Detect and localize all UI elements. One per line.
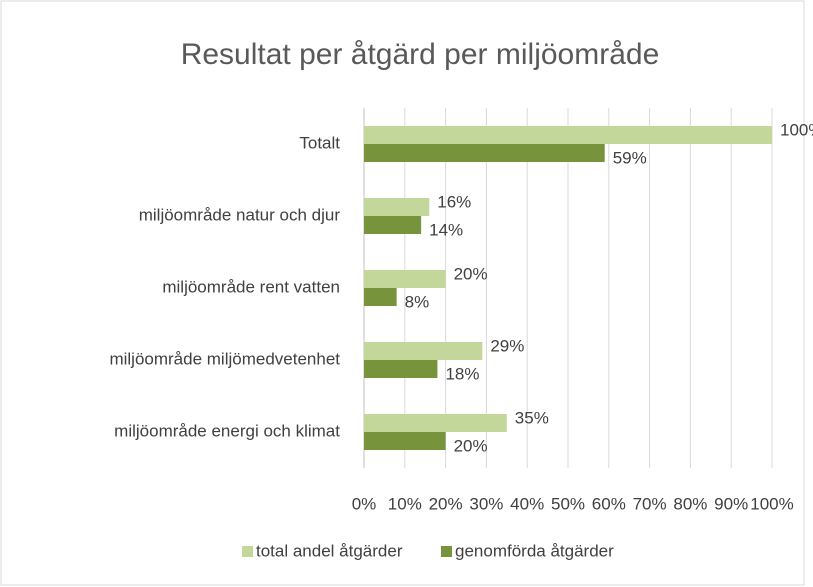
data-label: 16% <box>437 192 471 211</box>
bar <box>364 144 605 162</box>
x-tick-label: 30% <box>469 494 503 513</box>
bar <box>364 126 772 144</box>
x-tick-label: 40% <box>510 494 544 513</box>
x-tick-label: 100% <box>750 494 793 513</box>
legend-swatch <box>441 546 452 557</box>
bar <box>364 360 438 378</box>
x-tick-label: 50% <box>551 494 585 513</box>
y-tick-label: miljöområde rent vatten <box>162 277 340 296</box>
x-tick-label: 10% <box>388 494 422 513</box>
data-label: 8% <box>405 292 430 311</box>
data-label: 100% <box>780 120 813 139</box>
bar <box>364 414 507 432</box>
y-tick-label: miljöområde miljömedvetenhet <box>109 349 340 368</box>
bar <box>364 270 446 288</box>
data-label: 20% <box>454 436 488 455</box>
x-tick-label: 60% <box>592 494 626 513</box>
legend-swatch <box>242 546 253 557</box>
y-tick-label: Totalt <box>299 133 340 152</box>
x-tick-label: 70% <box>633 494 667 513</box>
legend-label: genomförda åtgärder <box>455 541 614 560</box>
chart-title: Resultat per åtgärd per miljöområde <box>181 38 660 71</box>
y-tick-label: miljöområde energi och klimat <box>114 421 340 440</box>
data-label: 18% <box>445 364 479 383</box>
data-label: 14% <box>429 220 463 239</box>
data-label: 59% <box>613 148 647 167</box>
y-tick-label: miljöområde natur och djur <box>139 205 341 224</box>
data-label: 29% <box>490 336 524 355</box>
x-tick-label: 0% <box>352 494 377 513</box>
bar <box>364 216 422 234</box>
x-tick-label: 20% <box>429 494 463 513</box>
bar <box>364 288 397 306</box>
x-tick-label: 90% <box>714 494 748 513</box>
data-label: 20% <box>454 264 488 283</box>
bar <box>364 342 483 360</box>
x-tick-label: 80% <box>673 494 707 513</box>
bar <box>364 432 446 450</box>
legend-label: total andel åtgärder <box>256 541 403 560</box>
data-label: 35% <box>515 408 549 427</box>
bar <box>364 198 430 216</box>
